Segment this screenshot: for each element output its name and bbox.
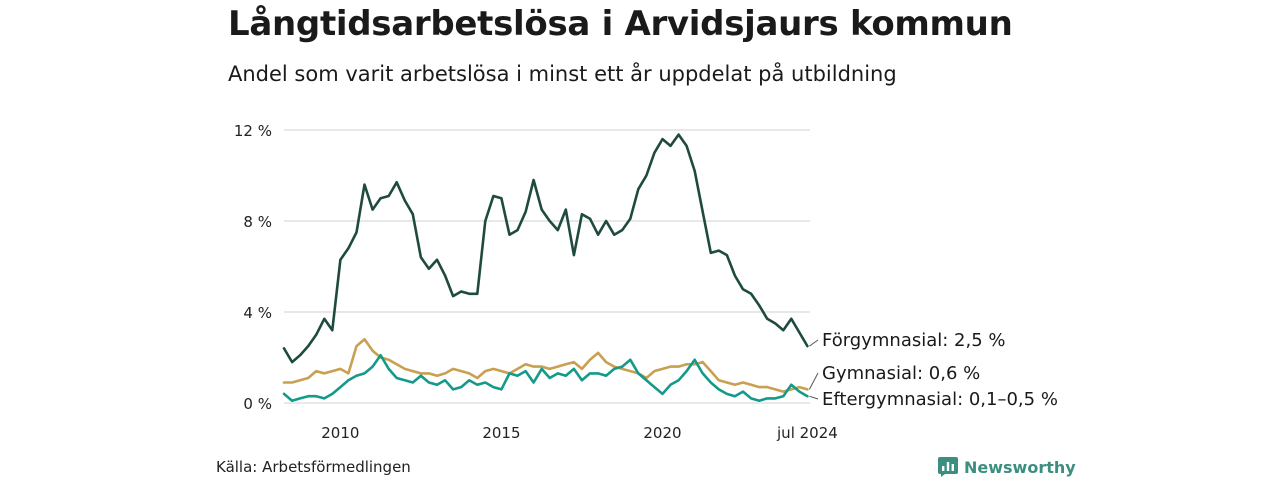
y-tick-label: 0 %	[243, 395, 272, 413]
brand-name: Newsworthy	[964, 457, 1076, 477]
series-line-gymnasial	[282, 337, 809, 393]
newsworthy-logo-icon	[938, 457, 958, 477]
x-tick-label: 2015	[482, 424, 520, 442]
series-lines	[282, 133, 809, 403]
end-label-leader	[808, 372, 819, 390]
source-note: Källa: Arbetsförmedlingen	[216, 458, 411, 476]
y-tick-label: 12 %	[234, 122, 272, 140]
series-line-eftergymnasial	[282, 353, 809, 403]
y-axis-ticks: 0 % 4 % 8 % 12 %	[234, 122, 272, 413]
end-label-eftergymnasial: Eftergymnasial: 0,1–0,5 %	[822, 389, 1058, 410]
x-axis-ticks: 2010 2015 2020 jul 2024	[321, 424, 838, 442]
x-tick-label: 2010	[321, 424, 359, 442]
x-tick-label: jul 2024	[776, 424, 838, 442]
gridlines	[284, 129, 810, 404]
chart-subtitle: Andel som varit arbetslösa i minst ett å…	[228, 62, 897, 86]
y-tick-label: 4 %	[243, 304, 272, 322]
series-line-förgymnasial	[282, 133, 809, 364]
end-label-förgymnasial: Förgymnasial: 2,5 %	[822, 330, 1006, 351]
end-labels: Förgymnasial: 2,5 % Gymnasial: 0,6 % Efter…	[808, 330, 1058, 410]
end-label-gymnasial: Gymnasial: 0,6 %	[822, 363, 980, 384]
y-tick-label: 8 %	[243, 213, 272, 231]
chart-title: Långtidsarbetslösa i Arvidsjaurs kommun	[228, 4, 1013, 44]
end-label-leader	[809, 395, 819, 400]
brand-logo: Newsworthy	[938, 455, 1076, 479]
end-label-leader	[809, 339, 819, 347]
x-tick-label: 2020	[643, 424, 681, 442]
